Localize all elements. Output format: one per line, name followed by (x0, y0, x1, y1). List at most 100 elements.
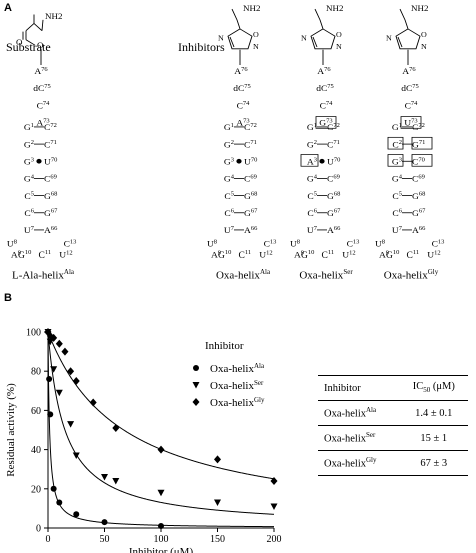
ester-oxygen: O (37, 40, 43, 49)
wobble-pair-dot (319, 158, 325, 164)
data-point (101, 519, 108, 526)
nucleotide-3prime: C72 (327, 122, 340, 132)
nucleotide-a76: A76 (317, 66, 330, 76)
nucleotide-3prime: G67 (44, 208, 57, 218)
loop-u12: U12 (342, 250, 355, 260)
nucleotide-c74: C74 (320, 101, 333, 111)
table-row: Oxa-helixSer 15 ± 1 (318, 425, 468, 451)
legend-marker (192, 398, 200, 406)
nucleotide-3prime: C72 (244, 122, 257, 132)
nucleotide-5prime: G4 (24, 174, 34, 184)
construct-name-text: Oxa-helix (299, 269, 344, 282)
loop-a9: A9 (211, 250, 221, 260)
nucleotide-3prime: C70 (412, 157, 425, 167)
nucleotide-5prime: G3 (24, 157, 34, 167)
inhibitors-header: Inhibitors (178, 40, 225, 54)
loop-a9: A9 (379, 250, 389, 260)
construct-name-sup: Gly (427, 268, 439, 276)
loop-c13: C13 (432, 239, 445, 249)
x-tick-label: 50 (100, 534, 110, 545)
oxadiazole-ring (310, 28, 336, 50)
nucleotide-5prime: G4 (392, 174, 402, 184)
data-point (50, 366, 58, 373)
y-tick-label: 0 (36, 524, 41, 535)
nucleotide-5prime: G1 (224, 122, 234, 132)
amine-label: NH2 (411, 3, 428, 12)
fit-curve (47, 331, 275, 515)
data-point (55, 389, 63, 397)
alanine-backbone (25, 14, 44, 32)
ring-nitrogen: N (336, 42, 342, 51)
nucleotide-3prime: C72 (412, 122, 425, 132)
nucleotide-dc75: dC75 (33, 83, 51, 93)
nucleotide-dc75: dC75 (401, 83, 419, 93)
data-point (73, 511, 80, 518)
nucleotide-3prime: C69 (44, 174, 57, 184)
nucleotide-3prime: U70 (327, 157, 340, 167)
ring-nitrogen: N (421, 42, 427, 51)
legend-label: Oxa-helixSer (210, 379, 264, 392)
data-point (270, 476, 278, 485)
nucleotide-3prime: G67 (412, 208, 425, 218)
nucleotide-a76: A76 (34, 66, 47, 76)
legend-title: Inhibitor (205, 340, 244, 352)
nucleotide-5prime: C6 (392, 208, 402, 218)
wobble-pair-dot (36, 158, 42, 164)
nucleotide-5prime: G1 (392, 122, 402, 132)
data-point (112, 477, 120, 485)
mutation-box (400, 116, 422, 129)
nucleotide-3prime: C69 (327, 174, 340, 184)
nucleotide-5prime: C6 (307, 208, 317, 218)
nucleotide-5prime: C5 (392, 191, 402, 201)
loop-u8: U8 (207, 239, 217, 249)
ring-double-bond (229, 36, 235, 48)
construct-name-sup: Ser (343, 268, 353, 276)
amine-label: NH2 (326, 3, 343, 12)
side-chain (231, 8, 241, 30)
x-tick-label: 150 (210, 534, 225, 545)
data-point (214, 455, 221, 464)
panel-b-label: B (4, 292, 12, 304)
substrate-header: Substrate (6, 40, 51, 54)
nucleotide-3prime: A66 (244, 225, 257, 235)
ring-nitrogen: N (253, 42, 259, 51)
side-chain (314, 8, 324, 30)
data-point (89, 398, 97, 407)
nucleotide-73: A73 (36, 118, 49, 128)
nucleotide-5prime: G2 (24, 139, 34, 149)
loop-u12: U12 (259, 250, 272, 260)
y-tick-label: 40 (31, 445, 41, 456)
data-point (55, 339, 63, 348)
table-cell-inhibitor: Oxa-helixSer (318, 425, 400, 451)
ring-double-bond (397, 36, 403, 48)
nucleotide-5prime: G2 (307, 139, 317, 149)
mutation-box (300, 154, 319, 167)
loop-u12: U12 (427, 250, 440, 260)
data-point (158, 523, 164, 530)
construct-name-text: Oxa-helix (215, 269, 260, 282)
loop-c13: C13 (264, 239, 277, 249)
nucleotide-5prime: G4 (307, 174, 317, 184)
legend-marker (193, 365, 199, 371)
data-point (50, 333, 58, 342)
loop-c13: C13 (347, 239, 360, 249)
nucleotide-5prime: G1 (307, 122, 317, 132)
construct-name: Oxa-helixAla (200, 268, 286, 282)
data-point (72, 452, 80, 459)
legend: Inhibitor (205, 340, 244, 352)
nucleotide-3prime: C71 (327, 139, 340, 149)
data-point (214, 499, 221, 507)
nucleotide-5prime: G2 (224, 139, 234, 149)
x-tick-label: 200 (267, 534, 282, 545)
y-tick-label: 100 (26, 328, 41, 339)
loop-c13: C13 (64, 239, 77, 249)
nucleotide-5prime: U7 (24, 225, 34, 235)
wobble-pair-dot (236, 158, 242, 164)
loop-g10-c11: G10 C11 (301, 249, 335, 262)
nucleotide-5prime: C5 (24, 191, 34, 201)
data-point (67, 367, 75, 376)
loop-g10-c11: G10 C11 (218, 249, 252, 262)
